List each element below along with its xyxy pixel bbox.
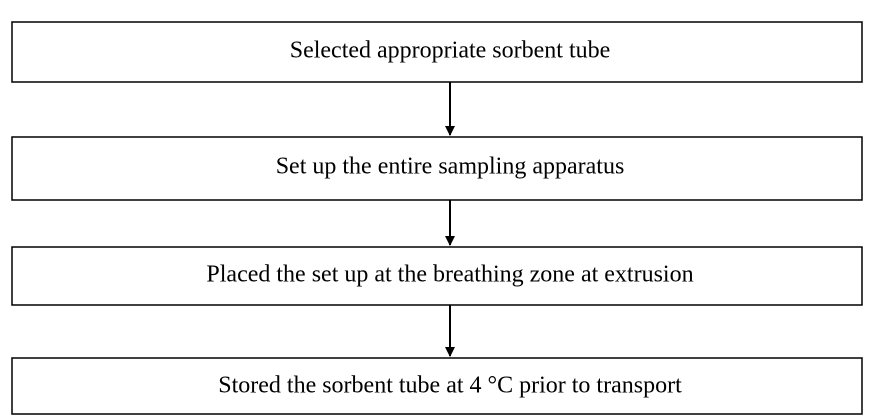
step-box <box>11 246 863 306</box>
step-label: Placed the set up at the breathing zone … <box>206 262 693 288</box>
step-label: Stored the sorbent tube at 4 °C prior to… <box>218 373 682 399</box>
step-box <box>11 357 863 415</box>
step-box <box>11 21 863 83</box>
step-box <box>11 136 863 201</box>
step-label: Set up the entire sampling apparatus <box>276 154 625 180</box>
step-label: Selected appropriate sorbent tube <box>290 38 611 64</box>
